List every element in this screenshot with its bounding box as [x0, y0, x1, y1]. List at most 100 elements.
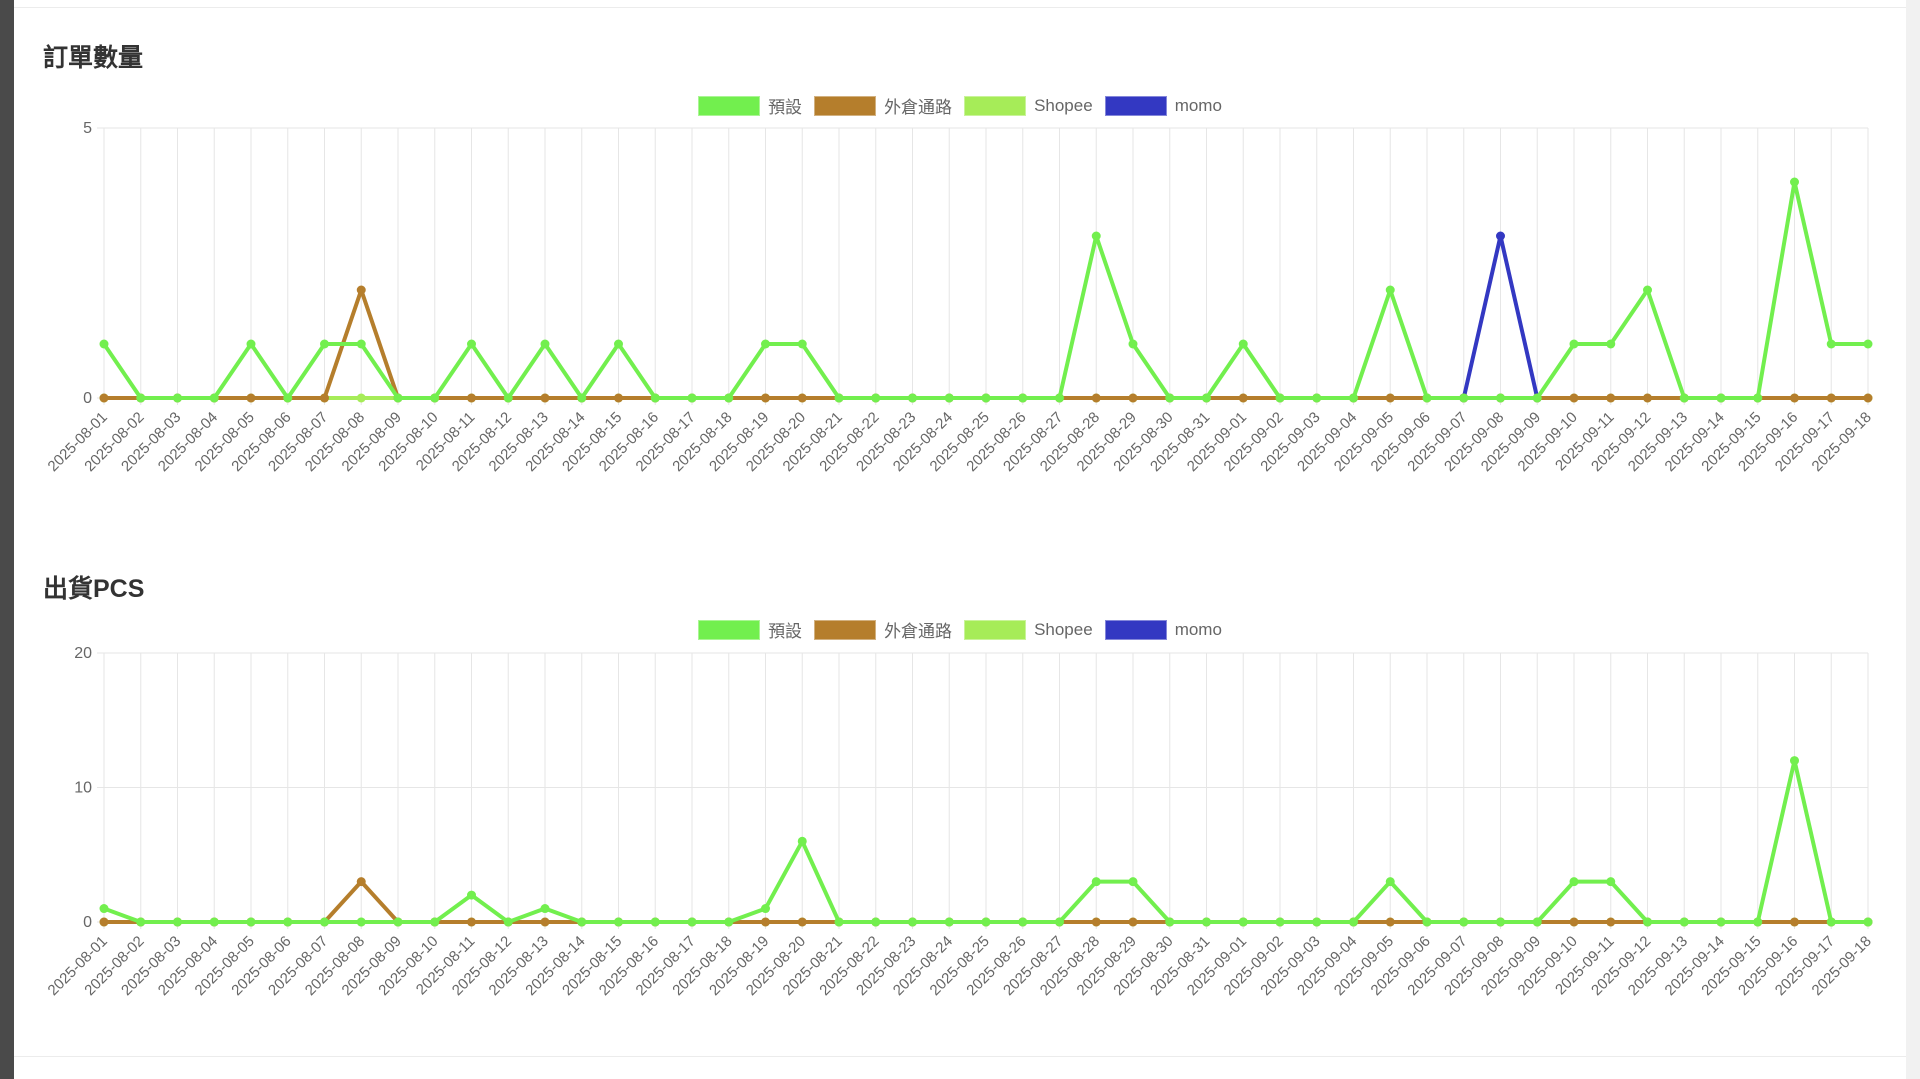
- legend-swatch: [814, 619, 877, 640]
- legend-swatch: [1104, 95, 1167, 116]
- legend-label: momo: [1174, 619, 1222, 639]
- data-point: [1679, 917, 1689, 927]
- data-point: [834, 917, 844, 927]
- data-point: [577, 393, 587, 403]
- data-point: [908, 393, 917, 403]
- y-tick-label: 0: [83, 914, 92, 931]
- left-sidebar-edge: [0, 0, 14, 1079]
- y-tick-label: 10: [74, 780, 92, 797]
- data-point: [908, 917, 917, 927]
- data-point: [356, 917, 366, 927]
- data-point: [1790, 393, 1799, 403]
- data-point: [540, 339, 550, 349]
- scrollbar[interactable]: [1906, 0, 1920, 1079]
- legend-label: Shopee: [1034, 619, 1093, 639]
- data-point: [871, 393, 881, 403]
- data-point: [1532, 393, 1542, 403]
- data-point: [797, 917, 807, 927]
- chart-title: 出貨PCS: [43, 575, 145, 603]
- legend-item[interactable]: 外倉通路: [814, 93, 952, 118]
- legend-item[interactable]: momo: [1104, 617, 1222, 642]
- data-point: [1275, 393, 1285, 403]
- data-point: [283, 917, 293, 927]
- data-point: [246, 393, 256, 403]
- data-point: [687, 917, 697, 927]
- legend-item[interactable]: momo: [1104, 93, 1222, 118]
- data-point: [1606, 339, 1616, 349]
- data-point: [650, 917, 660, 927]
- data-point: [1128, 339, 1138, 349]
- legend-label: 預設: [768, 98, 803, 117]
- data-point: [467, 393, 476, 403]
- data-point: [724, 917, 734, 927]
- data-point: [1496, 917, 1505, 927]
- data-point: [356, 877, 366, 887]
- data-point: [1055, 393, 1064, 403]
- data-point: [687, 393, 697, 403]
- legend-item[interactable]: 預設: [698, 617, 802, 642]
- data-point: [320, 339, 329, 349]
- data-point: [1496, 393, 1505, 403]
- legend-label: 外倉通路: [884, 98, 953, 117]
- legend-item[interactable]: 外倉通路: [814, 617, 952, 642]
- data-point: [650, 393, 660, 403]
- data-point: [1312, 393, 1322, 403]
- data-point: [1018, 917, 1028, 927]
- data-point: [1202, 917, 1211, 927]
- data-point: [1238, 393, 1248, 403]
- data-point: [136, 393, 146, 403]
- legend-item[interactable]: Shopee: [964, 93, 1093, 118]
- data-point: [540, 917, 550, 927]
- legend-item[interactable]: Shopee: [964, 617, 1093, 642]
- data-point: [1128, 393, 1138, 403]
- data-point: [1091, 231, 1101, 241]
- data-point: [1606, 917, 1616, 927]
- legend-label: momo: [1174, 95, 1222, 115]
- data-point: [503, 917, 513, 927]
- legend-swatch: [1104, 619, 1167, 640]
- data-point: [1716, 393, 1726, 403]
- legend-swatch: [964, 95, 1027, 116]
- data-point: [1165, 917, 1175, 927]
- data-point: [99, 917, 109, 927]
- legend-swatch: [698, 95, 761, 116]
- legend-item[interactable]: 預設: [698, 93, 802, 118]
- data-point: [1091, 877, 1101, 887]
- data-point: [1128, 917, 1138, 927]
- data-point: [356, 393, 366, 403]
- data-point: [320, 393, 329, 403]
- data-point: [1826, 339, 1836, 349]
- legend-label: Shopee: [1034, 95, 1093, 115]
- chart-legend: 預設 外倉通路 Shopee momo: [14, 617, 1906, 642]
- data-point: [136, 917, 146, 927]
- data-point: [1238, 339, 1248, 349]
- data-point: [209, 393, 219, 403]
- data-point: [1569, 877, 1579, 887]
- data-point: [503, 393, 513, 403]
- shipped-pcs-line-chart: 2025-08-012025-08-022025-08-032025-08-04…: [45, 645, 1875, 999]
- data-point: [356, 339, 366, 349]
- data-point: [540, 904, 550, 914]
- data-point: [981, 917, 991, 927]
- chart-legend: 預設 外倉通路 Shopee momo: [14, 93, 1906, 118]
- data-point: [871, 917, 881, 927]
- data-point: [797, 339, 807, 349]
- data-point: [1863, 917, 1873, 927]
- data-point: [614, 917, 623, 927]
- data-point: [761, 917, 770, 927]
- y-tick-label: 20: [74, 645, 92, 662]
- y-tick-label: 5: [83, 120, 92, 137]
- data-point: [356, 285, 366, 295]
- data-point: [1018, 393, 1028, 403]
- data-point: [1569, 393, 1579, 403]
- data-point: [1275, 917, 1285, 927]
- data-point: [1385, 877, 1395, 887]
- data-point: [1606, 393, 1616, 403]
- data-point: [761, 393, 770, 403]
- data-point: [1753, 393, 1763, 403]
- legend-swatch: [814, 95, 877, 116]
- legend-swatch: [698, 619, 761, 640]
- legend-label: 預設: [768, 622, 803, 641]
- data-point: [1679, 393, 1689, 403]
- data-point: [540, 393, 550, 403]
